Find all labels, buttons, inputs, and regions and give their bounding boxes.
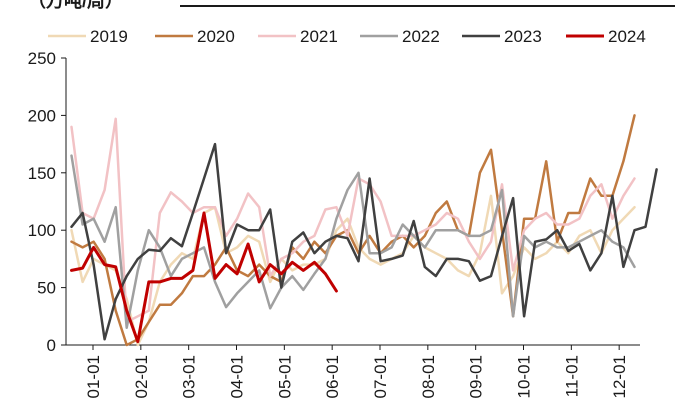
series-line-2023 [70, 142, 658, 341]
title-rule [180, 5, 675, 7]
x-tick-label: 12-01 [610, 355, 629, 398]
series-line-2020 [70, 114, 636, 347]
legend-label-2019: 2019 [90, 27, 128, 46]
y-tick-label: 200 [28, 106, 56, 125]
legend-label-2020: 2020 [197, 27, 235, 46]
legend-label-2024: 2024 [608, 27, 646, 46]
x-tick-label: 09-01 [467, 355, 486, 398]
axes: 0 50 100 150 200 250 01-01 02-01 03-01 04-01 05-01… [28, 49, 640, 398]
series-line-2022 [70, 154, 636, 330]
x-tick-label: 06-01 [323, 355, 342, 398]
legend-label-2022: 2022 [402, 27, 440, 46]
y-tick-label: 100 [28, 221, 56, 240]
legend: 2019 2020 2021 2022 2023 2024 [48, 27, 646, 46]
legend-label-2021: 2021 [300, 27, 338, 46]
x-tick-label: 01-01 [84, 355, 103, 398]
legend-label-2023: 2023 [504, 27, 542, 46]
x-tick-label: 08-01 [419, 355, 438, 398]
x-tick-label: 02-01 [132, 355, 151, 398]
x-tick-label: 11-01 [562, 355, 581, 397]
y-tick-label: 250 [28, 49, 56, 68]
x-tick-label: 05-01 [275, 355, 294, 398]
y-tick-label: 150 [28, 164, 56, 183]
x-tick-label: 10-01 [515, 355, 534, 398]
x-tick-label: 03-01 [180, 355, 199, 398]
series-line-2019 [70, 194, 636, 347]
y-tick-label: 0 [47, 336, 56, 355]
chart-title: （万吨/周） [28, 0, 124, 11]
series-lines [70, 114, 658, 347]
x-tick-label: 07-01 [371, 355, 390, 398]
y-tick-label: 50 [37, 279, 56, 298]
series-line-2021 [70, 117, 636, 324]
x-tick-label: 04-01 [228, 355, 247, 398]
series-line-2024 [70, 211, 338, 344]
